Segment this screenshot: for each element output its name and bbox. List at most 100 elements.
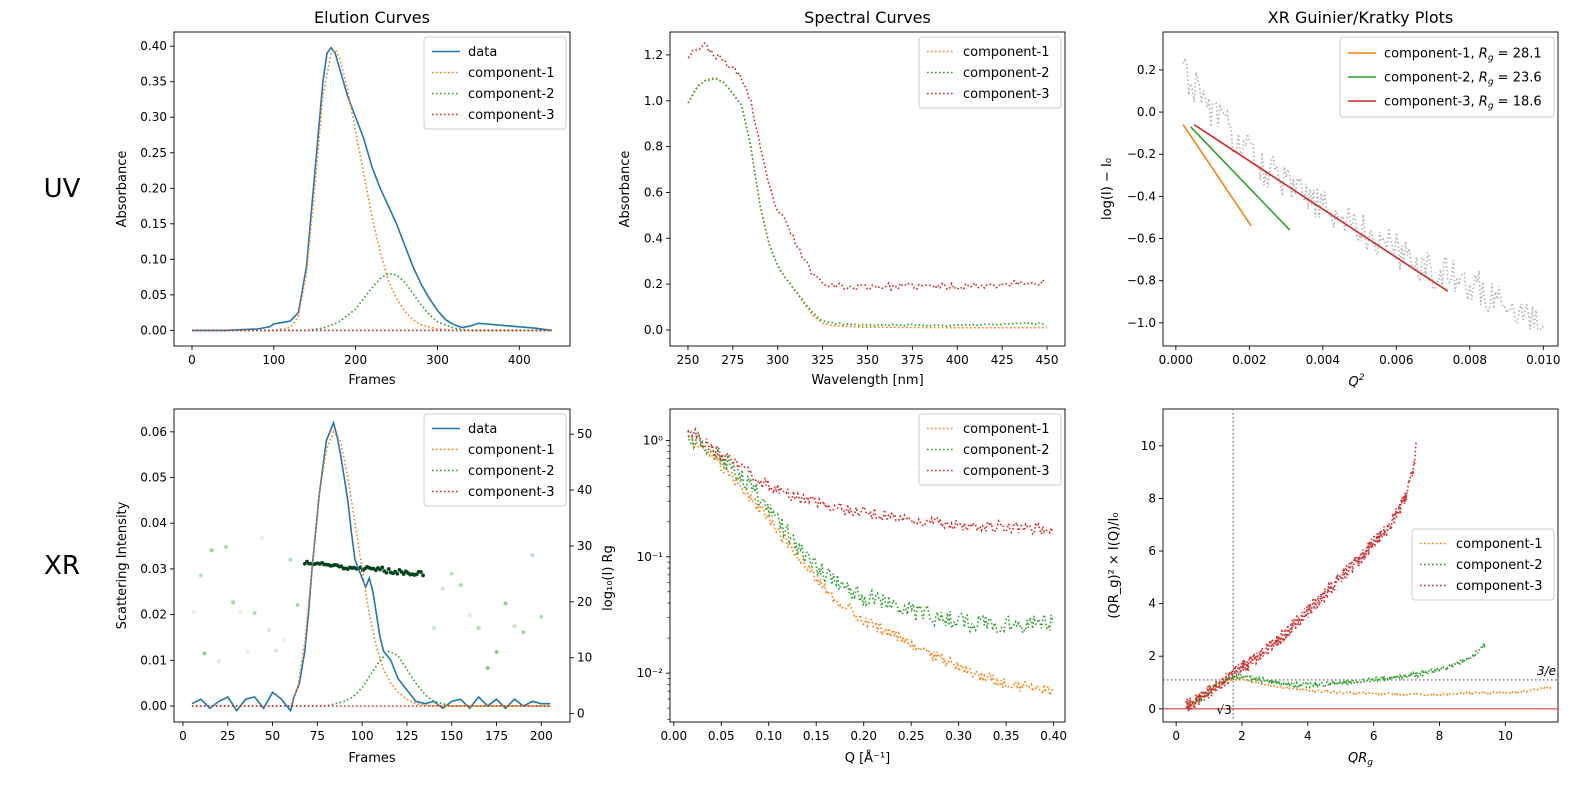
y-tick-label: 10⁰	[643, 433, 663, 447]
x-tick-label: 0.30	[945, 729, 972, 743]
y-tick-label: −0.2	[1127, 147, 1156, 161]
y-tick-label: 0.06	[140, 425, 167, 439]
legend-label-2: component-2	[1456, 558, 1543, 573]
legend-box	[1339, 36, 1555, 118]
x-tick-label: 0	[179, 729, 187, 743]
y-tick-label: 1.2	[644, 48, 663, 62]
x-tick-label: 0.010	[1526, 353, 1560, 367]
y-tick-label: 0.03	[140, 562, 167, 576]
y-tick-label: −0.4	[1127, 189, 1156, 203]
y-tick-label: 6	[1148, 544, 1156, 558]
rg-symbol: R	[1479, 95, 1488, 110]
x-tick-label: 200	[530, 729, 553, 743]
legend-label-4: component-3	[468, 485, 555, 500]
x-axis-label: QRg	[1348, 751, 1373, 768]
side-point	[521, 630, 526, 635]
y-tick-label: −0.6	[1127, 232, 1156, 246]
rg-point	[419, 570, 423, 574]
y-right-tick-label: 40	[577, 483, 592, 497]
y-tick-label: 0.04	[140, 516, 167, 530]
chart-title: Spectral Curves	[804, 8, 931, 27]
x-tick-label: 4	[1304, 729, 1312, 743]
rg-point	[380, 565, 385, 570]
y-axis-label: Absorbance	[115, 151, 130, 228]
x-tick-label: 350	[856, 353, 879, 367]
side-point	[530, 553, 535, 558]
y-tick-label: −0.8	[1127, 274, 1156, 288]
y-tick-label: 0.2	[1137, 63, 1156, 77]
x-tick-label: 0.05	[708, 729, 735, 743]
y-tick-label: 0.35	[140, 75, 167, 89]
y-tick-label: 10	[1141, 439, 1156, 453]
x-axis-label: Q [Å⁻¹]	[845, 750, 890, 766]
x-tick-label: 400	[508, 353, 531, 367]
y-right-tick-label: 50	[577, 427, 592, 441]
x-tick-label: 50	[265, 729, 280, 743]
x-tick-label: 400	[946, 353, 969, 367]
series-component-2	[191, 650, 551, 707]
rg-point	[414, 572, 419, 577]
x-tick-label: 0.35	[993, 729, 1020, 743]
series-component-1	[1185, 677, 1552, 708]
chart-title: XR Guinier/Kratky Plots	[1268, 8, 1453, 27]
x-tick-label: 250	[677, 353, 700, 367]
side-point	[431, 626, 436, 631]
y-tick-label: 0.20	[140, 181, 167, 195]
x-tick-label: 0.10	[755, 729, 782, 743]
rg-symbol: R	[1479, 47, 1488, 62]
y-tick-label: 10⁻²	[637, 666, 664, 680]
vline-label: √3	[1217, 703, 1232, 717]
x-tick-label: 125	[395, 729, 418, 743]
x-tick-label: 0.25	[898, 729, 925, 743]
series-component-2	[1185, 641, 1486, 709]
y-tick-label: 0.8	[644, 140, 663, 154]
y-tick-label: 0.01	[140, 653, 167, 667]
plot-frame	[1162, 31, 1559, 347]
x-tick-label: 25	[220, 729, 235, 743]
y-right-tick-label: 0	[577, 707, 585, 721]
side-point	[223, 544, 228, 549]
y-tick-label: 0.05	[140, 288, 167, 302]
x-tick-label: 0	[1172, 729, 1180, 743]
series-component-2	[687, 77, 1046, 328]
legend-box	[423, 413, 567, 507]
x-tick-label: 0.006	[1379, 353, 1413, 367]
y-tick-label: 0.25	[140, 146, 167, 160]
rg-point	[386, 567, 391, 571]
legend-label-2: component-1	[468, 66, 555, 81]
legend-label-2: component-1	[468, 443, 555, 458]
legend-label-1: component-1	[1456, 537, 1543, 552]
rg-value: = 28.1	[1494, 47, 1542, 62]
rg-subscript: g	[1488, 78, 1494, 88]
legend-label-3: component-3	[963, 87, 1050, 102]
legend-label-3: component-2	[468, 87, 555, 102]
plot-frame	[1162, 408, 1559, 723]
y-axis-label: Scattering Intensity	[115, 501, 130, 629]
x-axis-label: Frames	[348, 373, 396, 388]
y-right-tick-label: 20	[577, 595, 592, 609]
x-tick-label: 2	[1238, 729, 1246, 743]
series-component-1	[687, 434, 1054, 698]
y-tick-label: 0.30	[140, 110, 167, 124]
x-axis-label: Q2	[1349, 373, 1365, 390]
y-tick-label: 0.00	[140, 323, 167, 337]
rg-value: = 18.6	[1494, 95, 1542, 110]
legend-label-2: component-2, Rg = 23.6	[1384, 71, 1542, 88]
y-tick-label: 0.10	[140, 252, 167, 266]
rg-point	[421, 573, 425, 578]
side-point	[512, 624, 517, 629]
legend-label-3: component-3	[1456, 579, 1543, 594]
side-point	[191, 609, 196, 614]
side-point	[539, 614, 544, 619]
y-tick-label: 0.02	[140, 608, 167, 622]
rg-point	[401, 572, 406, 576]
side-point	[458, 583, 463, 588]
side-point	[209, 548, 214, 553]
x-tick-label: 100	[262, 353, 285, 367]
plot-frame	[173, 31, 571, 347]
x-tick-label: 425	[991, 353, 1014, 367]
x-tick-label: 300	[426, 353, 449, 367]
plot-frame	[173, 408, 571, 723]
y-right-axis-label: log₁₀(I) Rg	[601, 545, 616, 611]
